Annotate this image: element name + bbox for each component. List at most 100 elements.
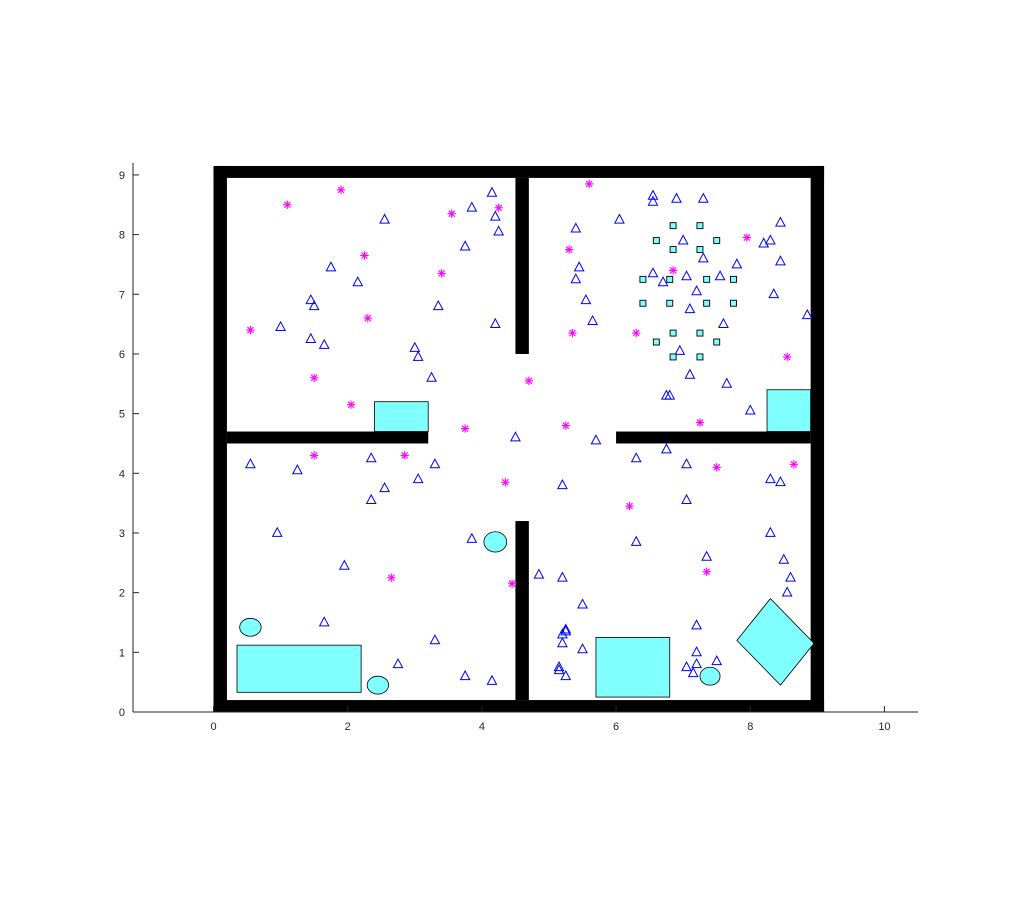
triangle-point — [365, 452, 377, 463]
triangle-point — [429, 634, 441, 645]
wall-segment — [515, 177, 529, 354]
asterisk-point — [447, 209, 456, 218]
triangle-point — [459, 669, 471, 681]
triangle-point — [338, 559, 350, 570]
triangle-point — [275, 320, 287, 332]
triangle-point — [691, 619, 703, 630]
asterisk-point — [695, 418, 705, 427]
square-point — [730, 275, 737, 283]
wall-segment — [616, 431, 811, 444]
triangle-point — [493, 225, 505, 236]
triangle-point — [687, 666, 699, 678]
polygon-obstacle — [736, 598, 815, 686]
triangle-point — [570, 273, 582, 284]
asterisk-point — [309, 451, 319, 460]
asterisk-point — [742, 233, 752, 242]
ellipse-obstacle — [366, 675, 390, 695]
marker-series — [244, 179, 813, 685]
asterisk-point — [712, 463, 721, 472]
square-point — [713, 338, 721, 346]
triangle-point — [697, 252, 709, 263]
triangle-point — [573, 261, 585, 272]
ellipse-obstacle — [483, 531, 508, 553]
triangle-point — [684, 302, 696, 314]
x-tick-label: 8 — [747, 721, 753, 733]
triangle-point — [697, 192, 709, 203]
asterisk-point — [460, 424, 470, 433]
square-point — [730, 299, 737, 307]
wall-segment — [226, 431, 429, 444]
y-tick-label: 7 — [119, 289, 125, 301]
triangle-point — [691, 285, 703, 296]
x-tick-label: 6 — [613, 721, 619, 733]
triangle-point — [681, 493, 692, 505]
triangle-point — [613, 213, 625, 224]
triangle-point — [677, 234, 689, 245]
asterisk-point — [782, 352, 792, 362]
triangle-point — [768, 288, 780, 299]
triangle-point — [775, 216, 786, 227]
square-point — [639, 299, 647, 307]
triangle-point — [630, 535, 642, 546]
square-point — [652, 338, 660, 346]
triangle-point — [556, 571, 568, 582]
triangle-point — [379, 481, 391, 493]
triangle-point — [701, 550, 713, 561]
asterisk-point — [360, 251, 369, 260]
triangle-point — [775, 255, 786, 266]
triangle-point — [318, 338, 330, 349]
triangle-point — [308, 299, 320, 311]
asterisk-point — [494, 203, 503, 212]
triangle-point — [489, 317, 501, 329]
triangle-point — [587, 314, 599, 326]
x-tick-label: 10 — [878, 721, 890, 733]
triangle-point — [560, 623, 572, 634]
asterisk-point — [437, 269, 446, 278]
square-point — [713, 237, 721, 245]
triangle-point — [681, 660, 692, 672]
triangle-point — [325, 261, 337, 272]
triangle-point — [577, 598, 588, 609]
y-tick-label: 3 — [119, 528, 125, 540]
triangle-point — [560, 669, 572, 681]
x-tick-label: 2 — [345, 721, 351, 733]
y-tick-label: 0 — [119, 707, 125, 719]
triangle-point — [660, 443, 672, 454]
triangle-point — [657, 276, 669, 287]
asterisk-point — [789, 460, 799, 469]
triangle-point — [409, 341, 421, 352]
obstacles — [236, 389, 815, 698]
triangle-point — [553, 660, 565, 672]
triangle-point — [681, 458, 692, 469]
rect-obstacle — [766, 389, 812, 432]
triangle-point — [691, 646, 703, 657]
triangle-point — [426, 371, 438, 382]
triangle-point — [365, 493, 377, 505]
square-point — [696, 329, 704, 337]
square-point — [669, 246, 677, 253]
triangle-point — [432, 299, 444, 311]
y-tick-label: 4 — [119, 468, 125, 480]
triangle-point — [352, 276, 364, 287]
triangle-point — [577, 643, 588, 654]
square-point — [696, 246, 704, 253]
ellipse-obstacle — [699, 666, 721, 686]
walls — [213, 165, 825, 712]
triangle-point — [764, 526, 776, 537]
square-point — [652, 237, 660, 245]
y-tick-label: 6 — [119, 349, 125, 361]
triangle-point — [721, 377, 733, 388]
asterisk-point — [507, 579, 517, 588]
triangle-point — [764, 473, 776, 484]
wall-segment — [213, 165, 227, 712]
triangle-point — [459, 240, 471, 251]
triangle-point — [785, 571, 796, 582]
triangle-point — [556, 637, 568, 648]
square-point — [639, 275, 647, 283]
triangle-point — [244, 458, 256, 469]
asterisk-point — [568, 328, 577, 338]
triangle-point — [486, 674, 498, 685]
square-point — [666, 275, 674, 283]
wall-segment — [213, 700, 825, 712]
